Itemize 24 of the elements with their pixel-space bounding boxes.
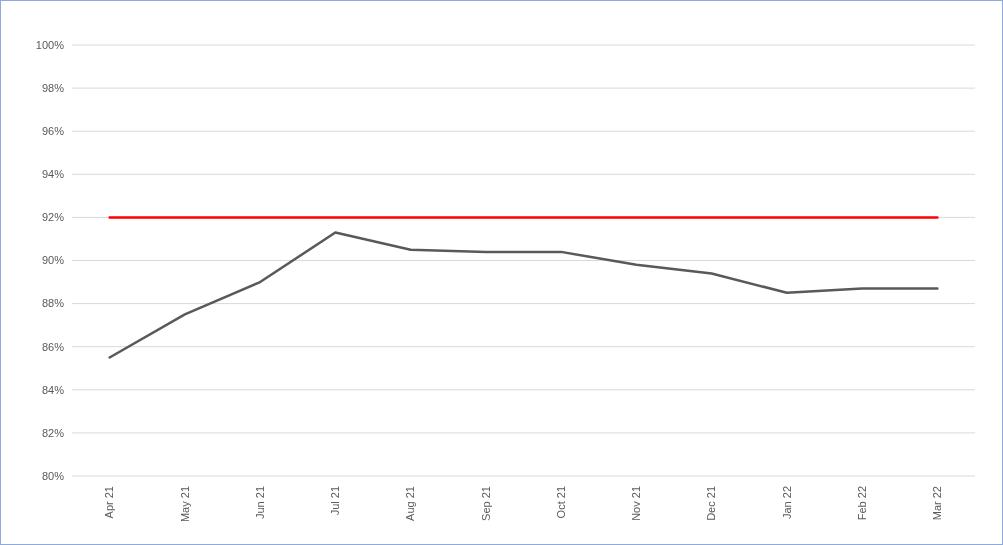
y-tick-label: 98% (41, 81, 65, 94)
y-tick-label: 80% (41, 469, 65, 482)
x-tick-label: Mar 22 (931, 486, 944, 521)
x-tick-label: Apr 21 (103, 486, 116, 519)
y-tick-label: 100% (35, 38, 65, 51)
y-tick-label: 90% (41, 254, 65, 267)
x-tick-label: Nov 21 (630, 486, 643, 521)
x-tick-label: Jan 22 (780, 486, 793, 520)
y-tick-label: 86% (41, 340, 65, 353)
x-tick-label: Oct 21 (554, 486, 567, 519)
line-series (108, 231, 939, 359)
y-tick-label: 88% (41, 297, 65, 310)
x-tick-label: Feb 22 (855, 486, 868, 521)
x-tick-label: May 21 (178, 486, 191, 523)
x-tick-label: Jul 21 (329, 486, 342, 516)
x-tick-label: Jun 21 (253, 486, 266, 520)
y-tick-label: 82% (41, 426, 65, 439)
x-tick-label: Sep 21 (479, 486, 492, 521)
y-tick-label: 94% (41, 168, 65, 181)
y-tick-label: 96% (41, 125, 65, 138)
y-tick-label: 92% (41, 211, 65, 224)
y-tick-label: 84% (41, 383, 65, 396)
x-tick-label: Aug 21 (404, 486, 417, 521)
x-tick-label: Dec 21 (705, 486, 718, 521)
